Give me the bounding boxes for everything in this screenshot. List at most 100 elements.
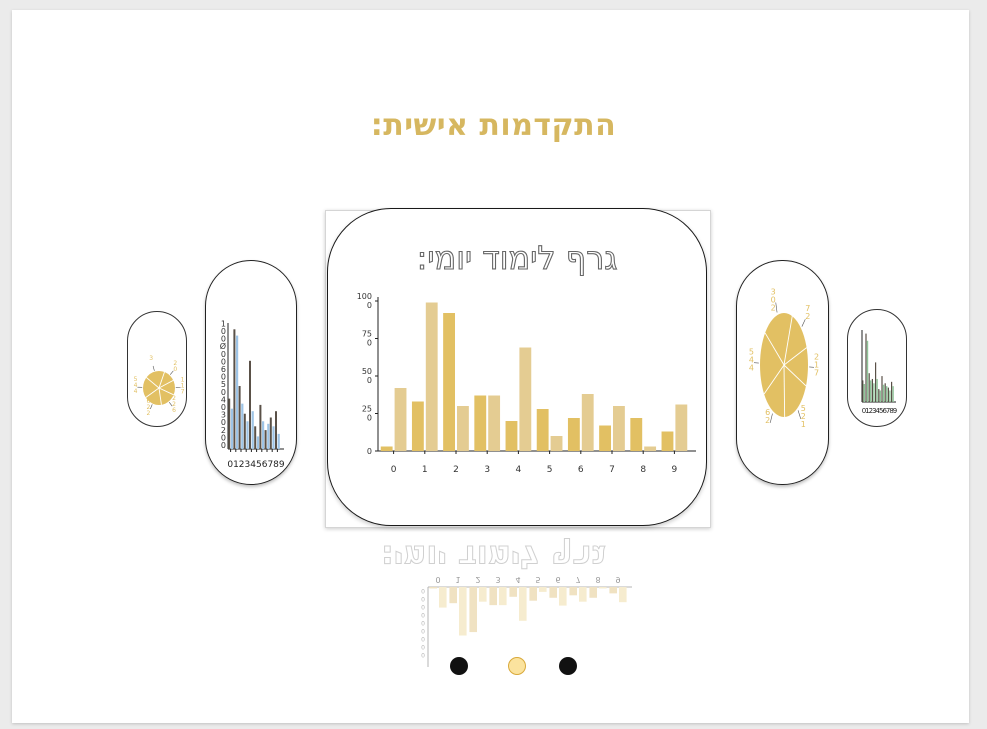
pagination-dot-3[interactable] [559,657,577,675]
pagination-dot-2[interactable] [508,657,526,675]
bar-series-1 [891,381,893,402]
pie-slice-edge [783,347,807,366]
bar-series-1 [505,421,518,451]
bar-series-2 [879,390,881,402]
mini-pie-chart-left: 2 0 1 1 7 2 2 6 6 2 2 5 4 4 3 [134,355,185,417]
bar-series-2 [256,436,259,449]
bar-series-2 [644,446,657,451]
bar-series-1 [661,431,674,451]
y-tick-label: 75 0 [362,330,372,348]
bar-series-1 [264,430,267,449]
reflection-y-tick: 0 [421,587,425,594]
bar-series-1 [233,329,236,449]
bar-series-1 [865,333,867,402]
carousel-pagination [0,657,987,677]
bar-series-1 [630,418,643,451]
mini-bar-chart-far-right: 0123456789 [861,330,898,415]
mini-pie-chart-right: 7 2 2 1 7 5 2 1 6 2 5 4 4 3 0 2 [749,288,819,429]
bar-series-1 [243,413,246,449]
carousel-card-center[interactable]: גרף לימוד יומי: 0 25 0 50 0 75 0 100 0 0 1 2 3 4 5 6 7 8 9 [327,208,707,526]
bar-series-1 [411,401,424,451]
reflection-x-tick: 4 [515,575,520,584]
x-tick-label: 8 [640,465,646,475]
reflection-x-tick: 8 [595,575,600,584]
carousel-card-far-right[interactable]: 0123456789 [847,309,907,427]
bar-series-2 [876,378,878,402]
x-tick-label: 6 [578,465,584,475]
reflection-bar [429,587,437,589]
bar-series-2 [889,390,891,402]
bar-series-1 [875,362,877,402]
bar-series-2 [272,426,275,449]
y-tick-label: 0 [221,418,226,427]
y-tick-label: 0 [221,403,226,412]
reflection-bar [469,587,477,633]
bar-series-2 [866,340,869,402]
bar-series-1 [254,426,257,449]
bar-series-2 [613,406,625,451]
reflection-bar [449,587,457,604]
reflection-x-tick: 3 [495,575,500,584]
bar-series-1 [884,383,886,402]
y-tick-label: 0 [221,327,226,336]
bar-series-2 [251,411,254,449]
y-tick-label: 100 0 [357,292,372,310]
bar-series-2 [581,394,594,451]
pie-slice-label: 3 [149,355,153,362]
x-tick-label: 3 [484,465,490,475]
pie-leader-line [775,302,778,313]
reflection-y-tick: 0 [421,619,425,626]
reflection-bar [619,587,627,603]
reflection-y-tick: 0 [421,611,425,618]
reflection-x-tick: 5 [535,575,540,584]
bar-series-2 [863,384,865,402]
carousel-card-left[interactable]: 0 0 2 0 3 0 4 0 5 0 6 0 0 Ø 0 0 1 0123456789 [205,260,297,485]
bar-series-2 [457,406,469,451]
x-tick-label: 4 [516,465,522,475]
x-tick-label: 7 [609,465,615,475]
reflection-bar [489,587,497,606]
pie-slice-edge [764,332,785,366]
bar-series-2 [892,386,894,402]
pagination-dot-1[interactable] [450,657,468,675]
bar-series-2 [277,433,280,449]
pie-slice-edge [783,364,786,417]
reflection-bar [459,587,467,636]
pie-slice-edge [763,364,785,395]
bar-series-2 [870,380,872,402]
y-tick-label: 4 [221,395,226,404]
pie-slice-edge [158,379,174,389]
y-tick-label: Ø [220,341,226,351]
bar-series-1 [862,380,864,402]
bar-series-2 [882,384,885,402]
y-tick-label: 50 0 [362,367,372,385]
x-tick-label: 5 [547,465,553,475]
y-tick-label: 5 [221,380,226,389]
reflection-x-tick: 7 [575,575,580,584]
bar-series-1 [881,376,883,402]
bar-series-2 [236,335,239,449]
y-tick-label: 0 [221,350,226,359]
bar-series-2 [394,388,407,451]
bar-series-2 [267,423,270,449]
pie-leader-line [169,370,174,375]
bar-series-1 [238,386,241,449]
reflection-y-tick: 0 [421,643,425,650]
page-title: התקדמות אישית: [370,108,617,143]
x-tick-label: 9 [672,465,678,475]
bar-series-2 [246,421,249,449]
reflection-y-tick: 0 [421,595,425,602]
bar-series-1 [536,409,549,451]
reflection-bar [589,587,597,598]
bar-series-1 [871,378,873,402]
